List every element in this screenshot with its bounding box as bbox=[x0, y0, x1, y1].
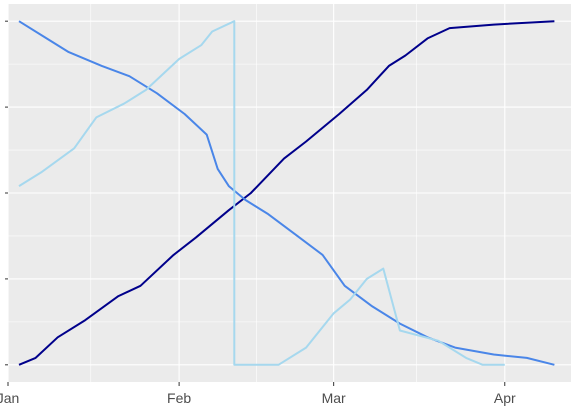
x-axis-ticks: Jan Feb Mar Apr bbox=[0, 382, 516, 406]
x-tick-label-3: Apr bbox=[494, 390, 516, 406]
series-line-1 bbox=[18, 20, 555, 366]
y-axis-ticks bbox=[5, 20, 8, 366]
x-tick-label-0: Jan bbox=[0, 390, 19, 406]
series-layer bbox=[18, 20, 555, 366]
x-tick-label-2: Mar bbox=[322, 390, 346, 406]
series-line-3 bbox=[18, 20, 505, 366]
major-gridlines bbox=[7, 4, 571, 382]
x-tick-label-1: Feb bbox=[167, 390, 191, 406]
